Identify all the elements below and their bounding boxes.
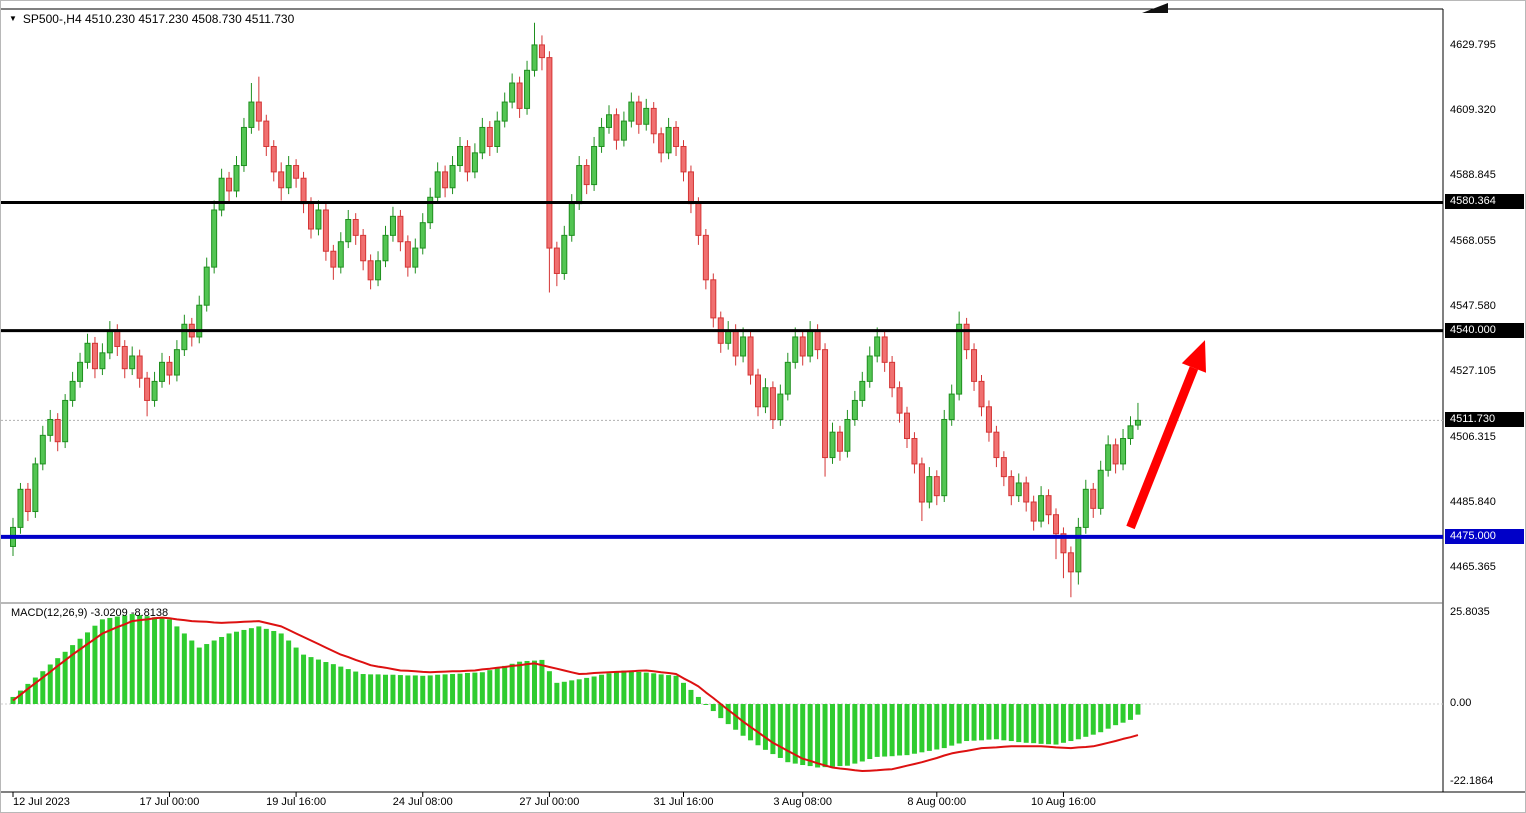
candlestick-series [10,22,1141,598]
time-axis[interactable]: 12 Jul 2023 17 Jul 00:00 19 Jul 16:00 24 Ju… [1,792,1443,812]
time-label: 31 Jul 16:00 [653,796,714,808]
time-label: 12 Jul 2023 [13,796,70,808]
time-label: 17 Jul 00:00 [139,796,200,808]
price-tick-label: 4588.845 [1450,168,1496,181]
current-price-tag: 4511.730 [1445,412,1524,428]
macd-tick-label: 0.00 [1450,697,1472,709]
price-tick-label: 4547.580 [1450,299,1496,312]
price-tick-label: 4527.105 [1450,364,1496,377]
price-axis[interactable]: 4629.795 4609.320 4588.845 4568.055 4547.580… [1444,1,1525,812]
time-label: 19 Jul 16:00 [266,796,327,808]
time-label: 8 Aug 00:00 [907,796,967,808]
chart-shift-marker[interactable] [1142,3,1168,13]
macd-tick-label: 25.8035 [1450,605,1490,618]
macd-signal-line [12,616,1139,772]
time-label: 24 Jul 08:00 [392,796,453,808]
macd-tick-label: -22.1864 [1450,775,1494,788]
symbol-dropdown-icon[interactable]: ▼ [9,14,17,23]
price-level-tag: 4580.364 [1445,194,1524,210]
price-tick-label: 4629.795 [1450,38,1496,51]
price-tick-label: 4506.315 [1450,430,1496,443]
macd-histogram [10,614,1141,768]
price-tick-label: 4485.840 [1450,495,1496,508]
price-tick-label: 4609.320 [1450,103,1496,116]
price-level-tag: 4475.000 [1445,528,1524,544]
bullish-arrow-shaft[interactable] [1126,366,1199,530]
time-label: 27 Jul 00:00 [519,796,580,808]
chart-title: SP500-,H4 4510.230 4517.230 4508.730 451… [22,12,295,26]
price-tick-label: 4465.365 [1450,560,1496,573]
price-level-tag: 4540.000 [1445,322,1524,338]
macd-indicator-label: MACD(12,26,9) -3.0209 -8.8138 [11,607,169,619]
chart-header: ▼ SP500-,H4 4510.230 4517.230 4508.730 4… [9,12,294,26]
time-label: 3 Aug 08:00 [773,796,833,808]
price-tick-label: 4568.055 [1450,234,1496,247]
bullish-arrow-head[interactable] [1181,340,1206,373]
time-label: 10 Aug 16:00 [1031,796,1096,808]
